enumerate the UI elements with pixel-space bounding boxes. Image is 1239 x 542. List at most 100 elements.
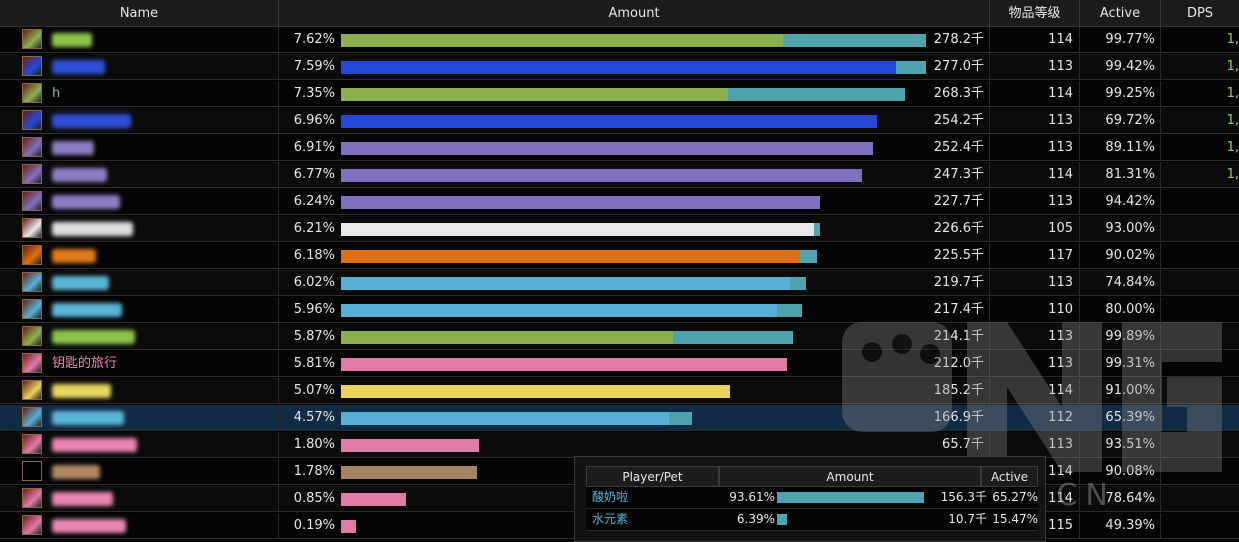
popup-percent: 6.39% xyxy=(736,512,775,526)
name-cell: h xyxy=(0,81,279,107)
column-header-name[interactable]: Name xyxy=(0,0,279,27)
damage-percent: 5.96% xyxy=(293,302,335,317)
popup-player-name: 酸奶啦 xyxy=(592,490,629,504)
damage-amount: 268.3千 xyxy=(926,81,990,107)
damage-amount: 278.2千 xyxy=(926,27,990,53)
popup-percent: 93.61% xyxy=(729,490,775,504)
popup-row[interactable]: 水元素 6.39% 10.7千 15.47% xyxy=(586,509,1038,531)
popup-amount-bar xyxy=(777,492,924,503)
item-level: 114 xyxy=(990,486,1080,512)
name-cell xyxy=(0,405,279,431)
column-header-active[interactable]: Active xyxy=(1080,0,1161,27)
amount-bar-primary xyxy=(341,196,821,209)
dps-value: 1, xyxy=(1226,140,1239,155)
player-row[interactable]: 7.62% 278.2千 114 99.77% 1, xyxy=(0,27,1239,53)
dps-value: 1, xyxy=(1226,32,1239,47)
popup-row[interactable]: 酸奶啦 93.61% 156.3千 65.27% xyxy=(586,487,1038,509)
redacted-name-icon xyxy=(52,464,100,479)
name-cell xyxy=(0,243,279,269)
damage-percent: 7.35% xyxy=(293,86,335,101)
damage-percent: 6.02% xyxy=(293,275,335,290)
key-scroll-icon xyxy=(22,353,42,373)
redacted-name-icon xyxy=(52,167,107,182)
item-level: 114 xyxy=(990,162,1080,188)
damage-amount: 217.4千 xyxy=(926,297,990,323)
name-cell xyxy=(0,486,279,512)
dps-value xyxy=(1161,270,1239,296)
active-percent: 90.02% xyxy=(1080,243,1161,269)
fire-mage-icon xyxy=(22,29,42,49)
name-cell xyxy=(0,513,279,539)
popup-player-name: 水元素 xyxy=(592,512,629,526)
column-header-item-level[interactable]: 物品等级 xyxy=(990,0,1080,27)
rogue-blade-icon xyxy=(22,218,42,238)
active-percent: 99.31% xyxy=(1080,351,1161,377)
player-name xyxy=(52,216,133,242)
player-row[interactable]: 4.57% 166.9千 112 65.39% xyxy=(0,405,1239,431)
name-cell xyxy=(0,189,279,215)
active-percent: 99.25% xyxy=(1080,81,1161,107)
active-percent: 74.84% xyxy=(1080,270,1161,296)
player-row[interactable]: 6.18% 225.5千 117 90.02% xyxy=(0,243,1239,269)
dps-value xyxy=(1161,216,1239,242)
lightning-icon xyxy=(22,380,42,400)
active-percent: 49.39% xyxy=(1080,513,1161,539)
popup-amount-bar xyxy=(777,514,787,525)
dps-value xyxy=(1161,324,1239,350)
damage-percent: 0.19% xyxy=(293,518,335,533)
player-row[interactable]: 5.07% 185.2千 114 91.00% xyxy=(0,378,1239,404)
damage-amount: 219.7千 xyxy=(926,270,990,296)
amount-bar-primary xyxy=(341,358,787,371)
redacted-name-icon xyxy=(52,140,94,155)
column-header-amount[interactable]: Amount xyxy=(279,0,990,27)
player-row[interactable]: 7.59% 277.0千 113 99.42% 1, xyxy=(0,54,1239,80)
amount-bar-primary xyxy=(341,439,480,452)
player-name: h xyxy=(52,86,61,101)
damage-percent: 7.62% xyxy=(293,32,335,47)
shadow-spell-icon xyxy=(22,137,42,157)
dps-value xyxy=(1161,243,1239,269)
dps-value xyxy=(1161,189,1239,215)
shadow-spell-icon xyxy=(22,191,42,211)
player-name xyxy=(52,135,94,161)
player-row[interactable]: 钥匙的旅行 5.81% 212.0千 113 99.31% xyxy=(0,351,1239,377)
player-row[interactable]: 6.77% 247.3千 114 81.31% 1, xyxy=(0,162,1239,188)
player-row[interactable]: 6.91% 252.4千 113 89.11% 1, xyxy=(0,135,1239,161)
dps-value: 1, xyxy=(1226,59,1239,74)
name-cell xyxy=(0,459,279,485)
dps-value xyxy=(1161,432,1239,458)
player-name xyxy=(52,513,126,539)
redacted-name-icon xyxy=(52,194,120,209)
name-cell xyxy=(0,135,279,161)
skull-icon xyxy=(22,515,42,535)
damage-percent: 0.85% xyxy=(293,491,335,506)
redacted-name-icon xyxy=(52,383,111,398)
player-row[interactable]: 6.02% 219.7千 113 74.84% xyxy=(0,270,1239,296)
player-row[interactable]: 6.24% 227.7千 113 94.42% xyxy=(0,189,1239,215)
amount-bar-primary xyxy=(341,250,800,263)
amount-bar-primary xyxy=(341,169,863,182)
dps-value xyxy=(1161,351,1239,377)
dps-value xyxy=(1161,486,1239,512)
active-percent: 65.39% xyxy=(1080,405,1161,431)
name-cell xyxy=(0,54,279,80)
player-row[interactable]: h 7.35% 268.3千 114 99.25% 1, xyxy=(0,81,1239,107)
player-row[interactable]: 5.96% 217.4千 110 80.00% xyxy=(0,297,1239,323)
redacted-name-icon xyxy=(52,518,126,533)
player-row[interactable]: 5.87% 214.1千 113 99.89% xyxy=(0,324,1239,350)
redacted-name-icon xyxy=(52,221,133,236)
name-cell xyxy=(0,162,279,188)
damage-percent: 5.07% xyxy=(293,383,335,398)
amount-bar-primary xyxy=(341,466,478,479)
amount-bar-primary xyxy=(341,304,778,317)
damage-percent: 5.81% xyxy=(293,356,335,371)
name-cell xyxy=(0,108,279,134)
player-row[interactable]: 1.80% 65.7千 113 93.51% xyxy=(0,432,1239,458)
damage-percent: 6.96% xyxy=(293,113,335,128)
damage-percent: 1.78% xyxy=(293,464,335,479)
dps-value: 1, xyxy=(1226,167,1239,182)
player-row[interactable]: 6.21% 226.6千 105 93.00% xyxy=(0,216,1239,242)
column-header-dps[interactable]: DPS xyxy=(1161,0,1239,27)
damage-amount: 212.0千 xyxy=(926,351,990,377)
player-row[interactable]: 6.96% 254.2千 113 69.72% 1, xyxy=(0,108,1239,134)
